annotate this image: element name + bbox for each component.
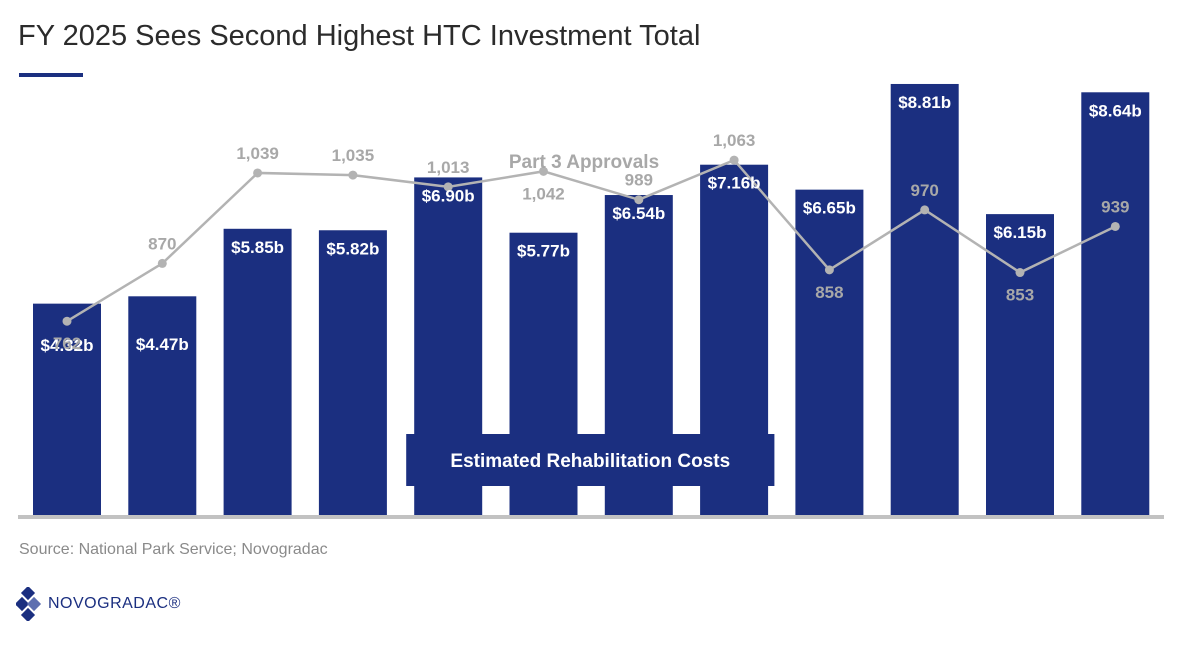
line-value-label: 858	[815, 283, 843, 302]
title-underline	[19, 73, 83, 77]
approvals-point	[253, 168, 263, 178]
approvals-point	[157, 258, 167, 268]
bar-value-label: $5.85b	[231, 238, 284, 257]
approvals-point	[1015, 268, 1025, 278]
bar-value-label: $6.54b	[612, 204, 665, 223]
line-value-label: 939	[1101, 197, 1129, 216]
bar-value-label: $4.32b	[41, 336, 94, 355]
approvals-point	[729, 155, 739, 165]
source-note: Source: National Park Service; Novograda…	[19, 541, 328, 558]
novogradac-logo: NOVOGRADAC®	[14, 585, 236, 623]
line-value-label: 1,042	[522, 184, 565, 203]
line-value-label: 1,039	[236, 144, 279, 163]
bar	[223, 228, 292, 515]
bar	[318, 230, 387, 516]
bar	[1081, 92, 1150, 516]
logo-text: NOVOGRADAC®	[48, 595, 181, 612]
line-value-label: 1,013	[427, 158, 470, 177]
approvals-point	[443, 182, 453, 192]
approvals-line	[66, 158, 1116, 323]
line-value-label: 1,035	[332, 146, 375, 165]
approvals-point	[634, 195, 644, 205]
approvals-point	[920, 205, 930, 215]
bar-value-label: $5.82b	[326, 239, 379, 258]
bar-value-label: $4.47b	[136, 335, 189, 354]
bar	[890, 83, 959, 516]
bar-value-label: $7.16b	[708, 174, 761, 193]
approvals-point	[62, 316, 72, 326]
series-label-band	[406, 434, 775, 486]
approvals-point	[348, 170, 358, 180]
series-label-part3-approvals: Part 3 Approvals	[509, 152, 659, 173]
bar-value-label: $8.81b	[898, 93, 951, 112]
line-value-label: 970	[911, 181, 939, 200]
bar-value-label: $6.65b	[803, 199, 856, 218]
x-axis-baseline	[18, 515, 1164, 519]
bar	[986, 214, 1054, 515]
chart-title: FY 2025 Sees Second Highest HTC Investme…	[18, 20, 701, 52]
bar-value-label: $6.15b	[994, 223, 1047, 242]
bar-value-label: $5.77b	[517, 242, 570, 261]
bar-value-label: $6.90b	[422, 186, 475, 205]
line-value-label: 989	[625, 171, 653, 190]
series-label-rehab-costs: Estimated Rehabilitation Costs	[450, 451, 730, 472]
line-value-label: 762	[53, 334, 81, 353]
logo-diamond-icon	[14, 585, 42, 623]
approvals-point	[1110, 221, 1120, 231]
approvals-point	[539, 166, 548, 176]
chart-svg: Estimated Rehabilitation Costs Part 3 App…	[18, 83, 1164, 519]
line-value-label: 1,063	[713, 131, 756, 150]
bar	[795, 189, 864, 515]
line-value-label: 853	[1006, 286, 1034, 305]
bar-value-label: $8.64b	[1089, 101, 1142, 120]
bar	[33, 303, 101, 515]
bar	[128, 296, 197, 515]
approvals-point	[824, 265, 834, 275]
line-value-label: 870	[148, 234, 176, 253]
